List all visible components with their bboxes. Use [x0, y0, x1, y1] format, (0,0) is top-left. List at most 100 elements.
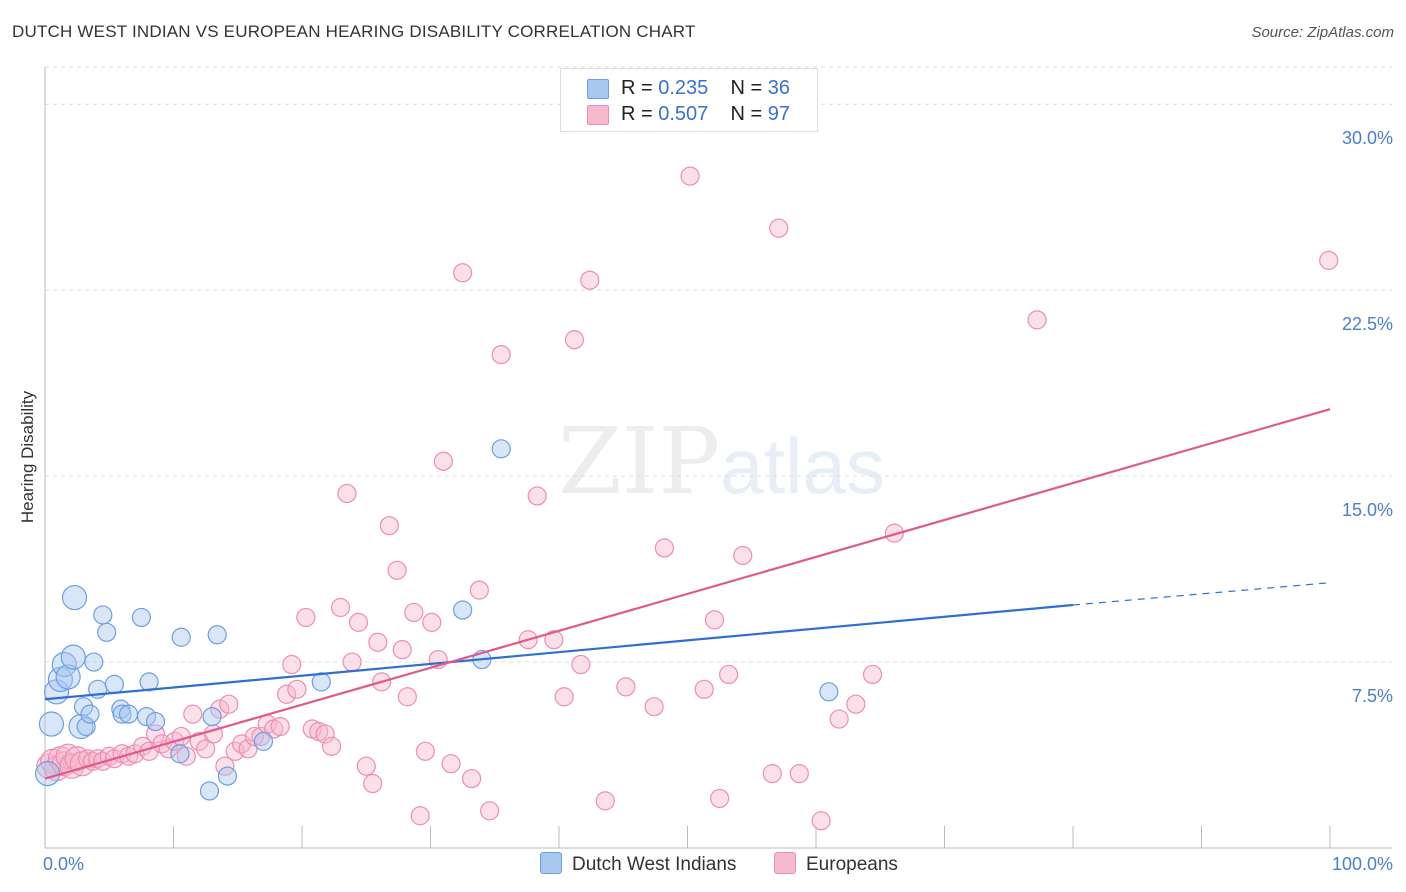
european-point	[680, 166, 700, 186]
european-point	[811, 811, 831, 831]
european-point	[296, 607, 316, 628]
dutch-west-indian-point	[253, 731, 274, 751]
european-point	[884, 523, 904, 543]
dutch-west-indian-point	[93, 605, 113, 625]
dutch-west-indian-point	[38, 711, 65, 737]
european-point	[762, 764, 782, 784]
european-point	[404, 602, 424, 623]
european-point	[210, 699, 230, 719]
european-point	[694, 679, 714, 699]
dutch-west-indian-point	[118, 704, 139, 724]
r-value: 0.507	[658, 103, 709, 125]
european-point	[415, 741, 435, 761]
european-point	[379, 516, 399, 536]
european-point	[238, 739, 258, 759]
european-point	[704, 610, 725, 630]
dutch-west-indian-point	[112, 704, 132, 724]
european-point	[789, 764, 809, 784]
dutch-west-indian-trend-extension	[1072, 582, 1331, 606]
european-point	[276, 684, 297, 704]
stats-legend: R = 0.235 N = 36 R = 0.507 N = 97	[560, 68, 818, 132]
chart-title: DUTCH WEST INDIAN VS EUROPEAN HEARING DI…	[12, 22, 696, 41]
dutch-west-indian-point	[61, 584, 88, 611]
dutch-west-indian-point	[145, 711, 166, 732]
legend-swatch-pink	[587, 105, 609, 125]
bottom-legend-europeans: Europeans	[774, 852, 898, 876]
european-point	[491, 345, 511, 365]
dutch-west-indian-point	[207, 625, 227, 645]
european-point	[453, 263, 473, 283]
european-point	[554, 687, 574, 707]
watermark: ZIPatlas	[558, 408, 885, 515]
european-point	[219, 694, 239, 714]
european-point	[719, 664, 739, 685]
european-point	[710, 788, 730, 809]
european-point	[654, 538, 674, 558]
european-point	[287, 679, 307, 699]
european-point	[616, 677, 636, 697]
y-axis-label: Hearing Disability	[18, 390, 37, 523]
european-point	[644, 697, 664, 717]
european-point	[356, 756, 376, 776]
european-point	[544, 630, 564, 650]
european-point	[846, 694, 866, 714]
european-point	[769, 218, 789, 238]
european-point	[441, 754, 461, 774]
x-tick-label: 100.0%	[1332, 854, 1393, 874]
r-value: 0.235	[658, 77, 709, 99]
european-trend-line	[44, 408, 1331, 780]
european-point	[330, 597, 351, 618]
bottom-legend-swatch-blue	[540, 852, 562, 874]
dutch-west-indian-point	[73, 697, 94, 717]
dutch-west-indian-point	[97, 622, 117, 642]
european-point	[527, 486, 547, 506]
dutch-west-indian-trend-line	[44, 603, 1074, 701]
y-tick-label: 15.0%	[1342, 500, 1393, 520]
dutch-west-indian-point	[104, 674, 124, 694]
dutch-west-indian-point	[55, 664, 81, 690]
european-point	[397, 687, 417, 707]
dutch-west-indian-point	[453, 600, 473, 620]
y-tick-label: 7.5%	[1352, 686, 1393, 706]
european-point	[469, 580, 489, 600]
european-point	[244, 726, 265, 747]
european-point	[282, 654, 302, 675]
european-point	[564, 330, 585, 350]
european-point	[580, 270, 600, 290]
watermark-zip: ZIP	[558, 408, 721, 515]
bottom-legend-dutch-west-indians: Dutch West Indians	[540, 852, 736, 876]
n-value: 97	[767, 103, 791, 125]
r-label: R =	[621, 77, 653, 99]
dutch-west-indian-point	[491, 439, 511, 459]
legend-swatch-blue	[587, 79, 609, 99]
n-value: 36	[767, 77, 791, 99]
european-point	[1027, 310, 1047, 330]
legend-stats: R = 0.507 N = 97	[621, 103, 790, 126]
dutch-west-indian-point	[199, 781, 220, 801]
european-point	[571, 654, 591, 675]
european-point	[862, 664, 883, 685]
dutch-west-indian-point	[80, 704, 100, 724]
dutch-west-indian-point	[34, 761, 61, 787]
tick-labels: 7.5% 15.0% 22.5% 30.0% 0.0% 100.0%	[43, 128, 1393, 874]
dutch-west-indian-point	[202, 706, 222, 727]
source-credit: Source: ZipAtlas.com	[1251, 24, 1394, 41]
r-label: R =	[621, 103, 653, 125]
n-label: N =	[730, 103, 763, 125]
dutch-west-indian-point	[136, 706, 157, 727]
dutch-west-indian-point	[171, 627, 191, 647]
x-tick-label: 0.0%	[43, 854, 84, 874]
european-point	[387, 560, 407, 580]
grid-lines	[45, 66, 1392, 663]
european-point	[171, 726, 191, 747]
european-point	[77, 749, 98, 769]
dutch-west-indian-point	[76, 716, 96, 737]
trend-lines	[44, 408, 1331, 780]
european-point	[183, 704, 203, 724]
european-point	[433, 451, 453, 471]
european-point	[342, 652, 362, 672]
european-point	[829, 709, 849, 729]
european-point	[595, 791, 615, 811]
bottom-legend-label: Europeans	[806, 854, 898, 875]
